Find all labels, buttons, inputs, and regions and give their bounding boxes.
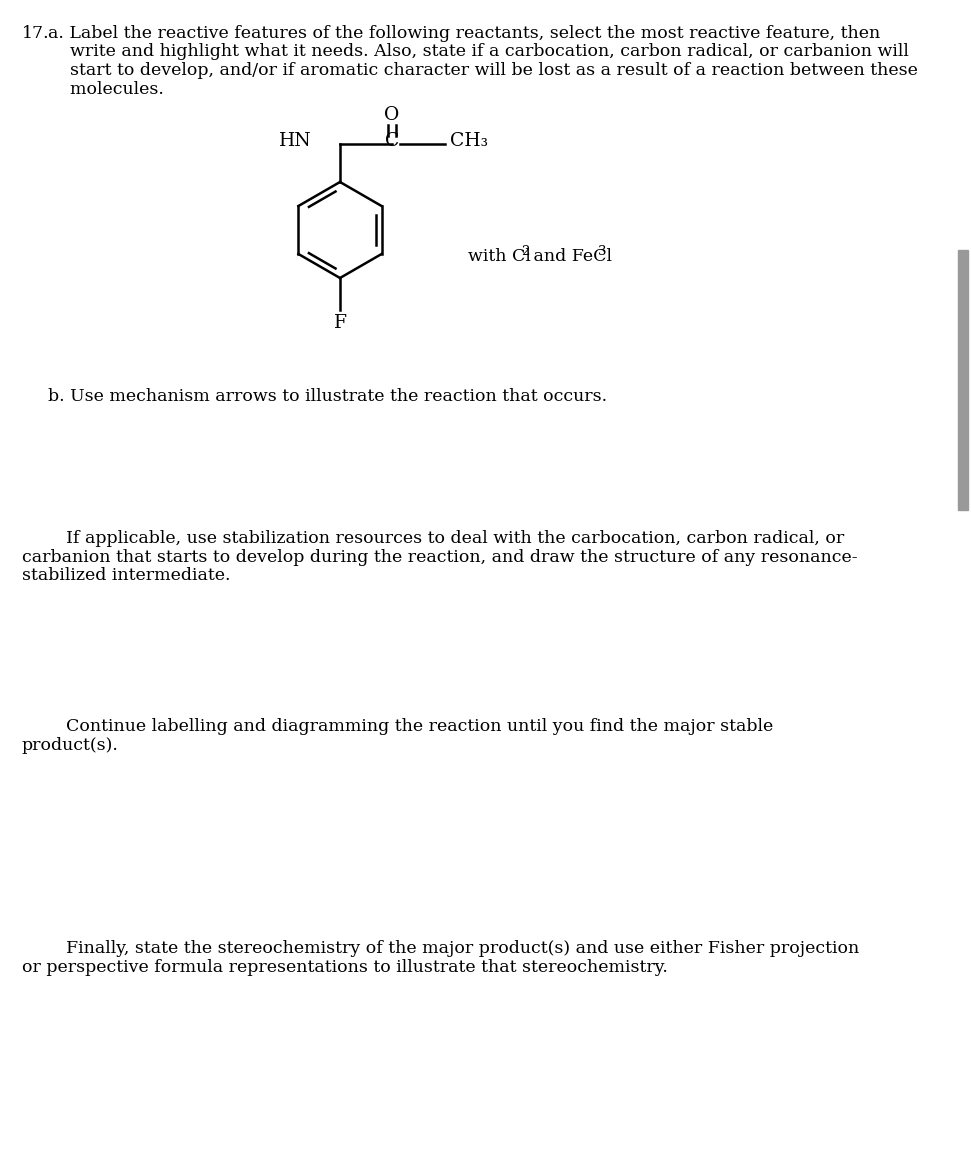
Text: and FeCl: and FeCl (528, 248, 612, 265)
Text: a. Label the reactive features of the following reactants, select the most react: a. Label the reactive features of the fo… (48, 25, 881, 42)
Bar (958, 250, 968, 510)
Text: If applicable, use stabilization resources to deal with the carbocation, carbon : If applicable, use stabilization resourc… (22, 530, 844, 547)
Text: Continue labelling and diagramming the reaction until you find the major stable: Continue labelling and diagramming the r… (22, 718, 773, 735)
Text: carbanion that starts to develop during the reaction, and draw the structure of : carbanion that starts to develop during … (22, 549, 857, 565)
Text: b. Use mechanism arrows to illustrate the reaction that occurs.: b. Use mechanism arrows to illustrate th… (48, 388, 607, 405)
Text: product(s).: product(s). (22, 736, 118, 754)
Text: 3: 3 (598, 245, 607, 258)
Text: 17.: 17. (22, 25, 50, 42)
Text: C: C (385, 132, 399, 151)
Text: stabilized intermediate.: stabilized intermediate. (22, 567, 230, 584)
Text: with Cl: with Cl (468, 248, 531, 265)
Text: CH₃: CH₃ (450, 132, 488, 151)
Text: start to develop, and/or if aromatic character will be lost as a result of a rea: start to develop, and/or if aromatic cha… (48, 63, 918, 79)
Text: O: O (385, 107, 400, 124)
Text: 2: 2 (521, 245, 529, 258)
Text: Finally, state the stereochemistry of the major product(s) and use either Fisher: Finally, state the stereochemistry of th… (22, 940, 859, 957)
Text: F: F (333, 314, 347, 332)
Text: HN: HN (280, 132, 312, 151)
Text: write and highlight what it needs. Also, state if a carbocation, carbon radical,: write and highlight what it needs. Also,… (48, 44, 909, 60)
Text: or perspective formula representations to illustrate that stereochemistry.: or perspective formula representations t… (22, 959, 668, 975)
Text: molecules.: molecules. (48, 81, 164, 97)
